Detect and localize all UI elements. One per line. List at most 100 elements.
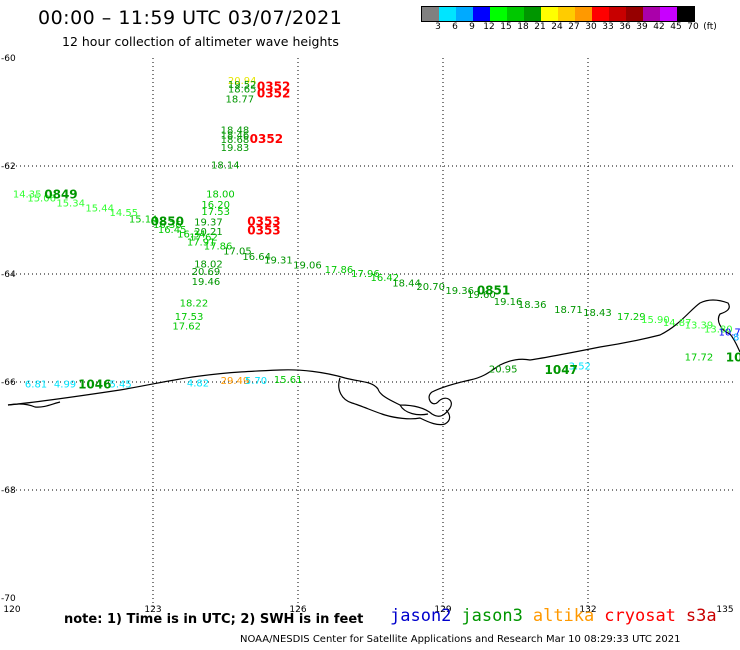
wave-height-label: 5.45 bbox=[110, 379, 132, 390]
scale-swatch bbox=[541, 7, 558, 21]
wave-height-label: 15.61 bbox=[274, 375, 303, 386]
wave-height-label: 20.95 bbox=[489, 364, 518, 375]
wave-height-label: 4.82 bbox=[187, 378, 209, 389]
scale-label: 36 bbox=[619, 22, 631, 32]
scale-label: 33 bbox=[602, 22, 614, 32]
wave-height-label: 16.45 bbox=[158, 225, 187, 236]
pass-time-label: 0352 bbox=[250, 132, 283, 146]
scale-swatch bbox=[558, 7, 575, 21]
y-tick-label: -68 bbox=[1, 486, 16, 496]
wave-height-label: 17.62 bbox=[172, 322, 201, 333]
wave-height-label: 18.22 bbox=[180, 298, 209, 309]
western-ice-edge bbox=[7, 401, 61, 408]
wave-height-label: 17.29 bbox=[617, 312, 646, 323]
y-tick-label: -70 bbox=[1, 594, 16, 604]
scale-swatch bbox=[490, 7, 507, 21]
wave-height-label: 18.46 bbox=[221, 130, 250, 141]
scale-label: 45 bbox=[670, 22, 682, 32]
scale-swatch bbox=[456, 7, 473, 21]
coastline-inlet bbox=[338, 377, 451, 426]
wave-height-label: 15.44 bbox=[85, 203, 114, 214]
scale-swatch bbox=[507, 7, 524, 21]
wave-height-label: 18.02 bbox=[194, 260, 223, 271]
wave-height-label: 20.94 bbox=[228, 76, 257, 87]
scale-label: 21 bbox=[534, 22, 546, 32]
wave-height-label: 19.16 bbox=[494, 297, 523, 308]
wave-height-label: 5.70 bbox=[245, 376, 267, 387]
pass-time-label: 0353 bbox=[247, 214, 280, 228]
footer-note: note: 1) Time is in UTC; 2) SWH is in fe… bbox=[64, 612, 364, 627]
wave-height-label: 17.86 bbox=[204, 242, 233, 253]
wave-height-label: 13.39 bbox=[685, 321, 714, 332]
satellite-legend-altika: altika bbox=[532, 606, 595, 626]
wave-height-label: 19.46 bbox=[192, 277, 221, 288]
x-tick-label: 120 bbox=[3, 605, 20, 615]
wave-height-color-scale bbox=[421, 6, 695, 22]
pass-time-label: 0850 bbox=[151, 214, 184, 228]
wave-height-label: 20.21 bbox=[194, 227, 223, 238]
scale-label: 9 bbox=[469, 22, 475, 32]
chart-subtitle: 12 hour collection of altimeter wave hei… bbox=[62, 34, 339, 49]
wave-height-label: 14.35 bbox=[13, 189, 42, 200]
x-tick-label: 123 bbox=[144, 605, 161, 615]
wave-height-label: 20.70 bbox=[416, 282, 445, 293]
pass-time-label: 1047 bbox=[545, 363, 578, 377]
lat-lon-grid bbox=[8, 58, 733, 608]
wave-height-label: 20.69 bbox=[192, 267, 221, 278]
wave-height-label: 10.77 bbox=[719, 328, 740, 339]
scale-swatch bbox=[592, 7, 609, 21]
wave-height-label: 4.99 bbox=[54, 379, 76, 390]
x-tick-label: 132 bbox=[579, 605, 596, 615]
scale-label: 30 bbox=[585, 22, 597, 32]
y-tick-label: -64 bbox=[1, 270, 16, 280]
wave-height-label: 16.64 bbox=[242, 252, 271, 263]
satellite-legend-jason2: jason2 bbox=[390, 606, 452, 626]
pass-time-label: 0851 bbox=[477, 284, 510, 298]
satellite-legend-jason3: jason3 bbox=[461, 606, 523, 626]
wave-height-label: 6.81 bbox=[25, 379, 47, 390]
wave-height-label: 17.91 bbox=[187, 237, 216, 248]
wave-height-label: 18.36 bbox=[518, 300, 547, 311]
wave-height-label: 17.53 bbox=[201, 207, 230, 218]
scale-label: 42 bbox=[653, 22, 665, 32]
satellite-legend: jason2 jason3 altika cryosat s3a bbox=[390, 606, 727, 626]
wave-height-label: 19.37 bbox=[194, 217, 223, 228]
wave-height-label: 17.72 bbox=[685, 352, 714, 363]
scale-swatch bbox=[422, 7, 439, 21]
scale-label: 39 bbox=[636, 22, 648, 32]
wave-height-label: 14.87 bbox=[663, 318, 692, 329]
wave-height-label: 15.90 bbox=[641, 315, 670, 326]
pass-time-label: 0352 bbox=[257, 79, 290, 93]
wave-height-label: 15.34 bbox=[56, 199, 85, 210]
wave-height-label: 14.55 bbox=[110, 208, 139, 219]
y-tick-label: -60 bbox=[1, 54, 16, 64]
scale-swatch bbox=[575, 7, 592, 21]
wave-height-label: 16.20 bbox=[201, 200, 230, 211]
wave-height-label: 19.60 bbox=[467, 290, 496, 301]
scale-swatch bbox=[626, 7, 643, 21]
scale-swatch bbox=[609, 7, 626, 21]
wave-height-label: 19.36 bbox=[445, 286, 474, 297]
satellite-legend-cryosat: cryosat bbox=[604, 606, 676, 626]
chart-title: 00:00 – 11:59 UTC 03/07/2021 bbox=[38, 7, 343, 29]
scale-label: 3 bbox=[435, 22, 441, 32]
pass-time-label: 0849 bbox=[44, 187, 77, 201]
scale-swatch bbox=[643, 7, 660, 21]
scale-swatch bbox=[439, 7, 456, 21]
credit-line: NOAA/NESDIS Center for Satellite Applica… bbox=[240, 634, 681, 645]
scale-label: 24 bbox=[551, 22, 563, 32]
wave-height-label: 19.52 bbox=[228, 80, 257, 91]
wave-height-label: 19.06 bbox=[293, 261, 322, 272]
pass-time-label: 1048 bbox=[726, 350, 740, 364]
axis-tick-labels: 120 123 126 129 132 135 -60 -62 -64 -66 -68 -70 bbox=[1, 54, 734, 615]
wave-height-label: 18.71 bbox=[554, 305, 583, 316]
wave-height-label: 16.34 bbox=[177, 229, 206, 240]
antarctic-coastline bbox=[7, 299, 740, 417]
satellite-pass-times: 0352035203520849085003530353085110471048… bbox=[44, 79, 740, 391]
wave-height-label: 18.68 bbox=[221, 135, 250, 146]
scale-swatch bbox=[677, 7, 694, 21]
wave-height-label: 19.31 bbox=[264, 256, 293, 267]
wave-height-label: 18.44 bbox=[392, 278, 421, 289]
